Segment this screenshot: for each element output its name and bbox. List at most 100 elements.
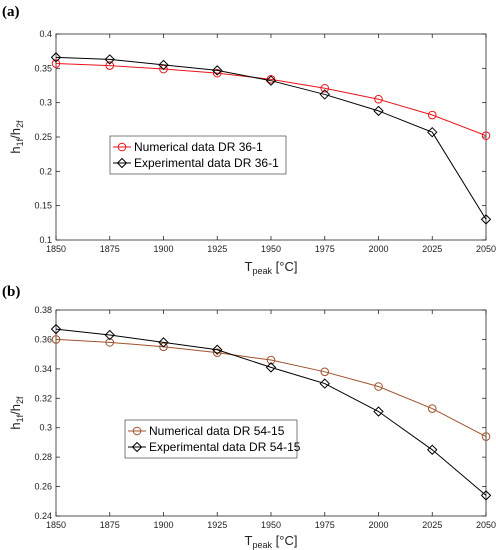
- y-axis-title-main: h: [8, 146, 23, 153]
- y-tick-label: 0.36: [34, 334, 52, 344]
- data-point: [480, 490, 492, 501]
- data-point: [427, 404, 437, 413]
- data-point: [319, 89, 330, 100]
- data-point: [104, 54, 115, 65]
- data-point: [105, 61, 115, 70]
- x-tick-label: 2000: [368, 244, 388, 254]
- legend-box: [109, 135, 287, 175]
- y-tick-label: 0.3: [39, 98, 52, 108]
- y-tick-label: 0.32: [34, 393, 52, 403]
- legend-marker: [132, 426, 142, 436]
- data-point: [319, 378, 330, 389]
- x-axis-title-main: T: [245, 533, 253, 548]
- y-tick-label: 0.4: [39, 29, 52, 39]
- y-axis-title-sub1: 1f: [15, 138, 25, 146]
- y-tick-label: 0.34: [34, 364, 52, 374]
- data-point: [320, 83, 330, 93]
- y-tick-label: 0.15: [34, 201, 52, 211]
- y-axis-title-sub2: 2f: [15, 396, 25, 404]
- y-tick-label: 0.28: [34, 452, 52, 462]
- data-point: [373, 406, 384, 417]
- series-line: [55, 63, 487, 137]
- data-point: [427, 110, 437, 120]
- data-point: [212, 344, 223, 355]
- chart-panel-0: (a) 1850 1875 1900 1925 1950 1975 2000 2025 2050 0…: [2, 4, 496, 276]
- x-tick-label: 2050: [476, 520, 496, 530]
- x-tick-label: 1925: [207, 244, 227, 254]
- chart-panel-1: (b) 1850 1875 1900 1925 1950 1975 2000 2025 2050 0…: [2, 284, 496, 550]
- x-tick-label: 1975: [315, 244, 335, 254]
- y-tick-label: 0.38: [34, 305, 52, 315]
- x-axis-title-main: T: [245, 259, 253, 274]
- data-point: [51, 335, 61, 344]
- data-point: [212, 68, 222, 78]
- x-tick-label: 1850: [46, 244, 66, 254]
- x-axis-title-sub: peak: [252, 540, 272, 550]
- y-tick-label: 0.3: [39, 423, 52, 433]
- legend-entry: Experimental data DR 36-1: [134, 156, 279, 170]
- x-tick-label: 1900: [153, 244, 173, 254]
- panel-label: (b): [2, 284, 20, 300]
- legend-entry: Numerical data DR 54-15: [149, 424, 285, 438]
- data-point: [481, 131, 491, 140]
- data-point: [374, 382, 383, 391]
- data-point: [374, 94, 383, 104]
- y-axis-title-mid: /h: [8, 128, 23, 139]
- plot-area: [55, 309, 487, 517]
- legend: Numerical data DR 36-1 Experimental data …: [109, 135, 287, 175]
- series-0: [51, 59, 491, 140]
- panel-label: (a): [2, 4, 20, 20]
- legend-marker: [117, 142, 127, 152]
- x-tick-label: 1850: [46, 520, 66, 530]
- x-tick-label: 1950: [261, 244, 281, 254]
- y-tick-label: 0.2: [39, 166, 52, 176]
- y-tick-label: 0.25: [34, 132, 52, 142]
- data-point: [50, 52, 62, 63]
- data-point: [212, 348, 222, 357]
- data-point: [481, 432, 491, 441]
- x-axis-title: Tpeak [°C]: [245, 533, 298, 550]
- x-tick-label: 2025: [422, 244, 442, 254]
- series-line: [55, 56, 487, 220]
- x-tick-label: 2050: [476, 244, 496, 254]
- data-point: [212, 65, 223, 76]
- y-axis-title: h1f/h2f: [8, 396, 25, 430]
- legend-marker: [131, 441, 143, 453]
- data-point: [159, 342, 168, 352]
- x-tick-label: 1875: [100, 520, 120, 530]
- legend: Numerical data DR 54-15 Experimental data…: [124, 419, 301, 459]
- y-axis-title-sub1: 1f: [15, 414, 25, 422]
- data-point: [480, 214, 492, 225]
- data-point: [265, 362, 277, 373]
- data-point: [158, 337, 169, 348]
- legend-entry: Experimental data DR 54-15: [149, 440, 301, 454]
- data-point: [320, 367, 330, 377]
- data-point: [266, 355, 276, 365]
- data-point: [427, 444, 438, 455]
- x-tick-label: 2000: [368, 520, 388, 530]
- x-tick-label: 1925: [207, 520, 227, 530]
- y-axis-title-main: h: [8, 422, 23, 429]
- data-point: [50, 323, 62, 335]
- series-0: [51, 335, 491, 441]
- series-1: [50, 52, 492, 225]
- data-point: [104, 329, 115, 341]
- y-tick-label: 0.35: [34, 63, 52, 73]
- legend-marker: [116, 157, 128, 169]
- series-1: [50, 323, 492, 501]
- x-axis-title: Tpeak [°C]: [245, 259, 298, 276]
- legend-box: [124, 419, 298, 459]
- y-tick-label: 0.26: [34, 482, 52, 492]
- y-tick-label: 0.24: [34, 511, 52, 521]
- data-point: [427, 126, 438, 138]
- data-point: [105, 338, 115, 347]
- y-axis-title-sub2: 2f: [15, 120, 25, 128]
- series-line: [55, 338, 487, 437]
- x-axis-title-sub: peak: [252, 266, 272, 276]
- data-point: [158, 59, 169, 71]
- x-axis-title-unit: [°C]: [272, 533, 297, 548]
- x-tick-label: 1975: [315, 520, 335, 530]
- data-point: [373, 105, 384, 117]
- y-axis-title-mid: /h: [8, 404, 23, 415]
